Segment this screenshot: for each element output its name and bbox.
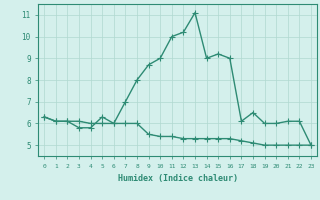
X-axis label: Humidex (Indice chaleur): Humidex (Indice chaleur) [118, 174, 238, 183]
